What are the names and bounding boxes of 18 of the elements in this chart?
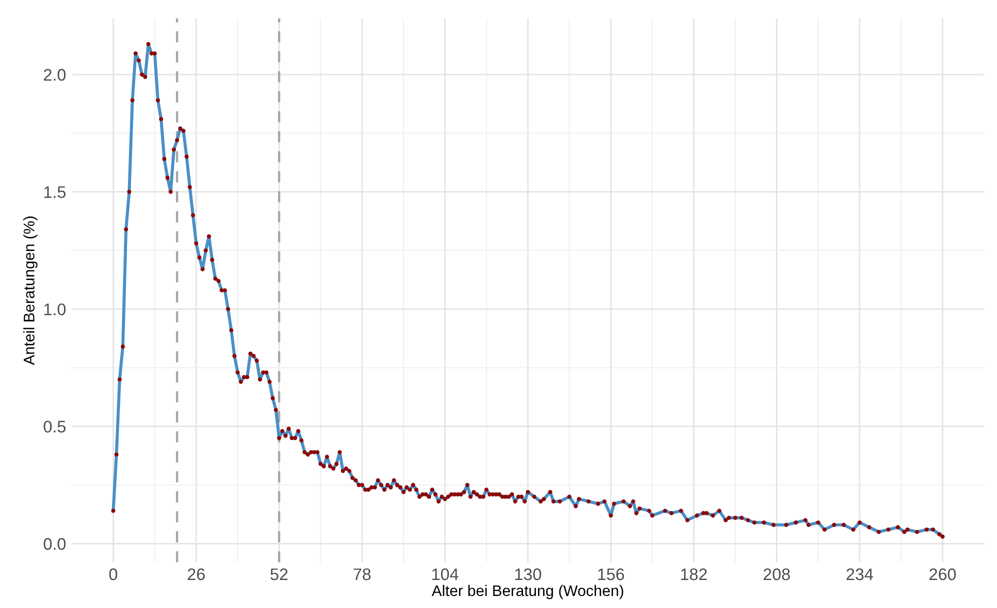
y-tick-label: 1.0 xyxy=(44,303,66,316)
x-tick-label: 104 xyxy=(432,568,458,580)
x-tick-label: 156 xyxy=(598,568,624,580)
x-tick-label: 52 xyxy=(270,568,288,580)
x-tick-label: 26 xyxy=(188,568,205,580)
y-tick-label: 2.0 xyxy=(44,68,66,81)
y-tick-label: 0.0 xyxy=(44,538,66,550)
x-axis-title: Alter bei Beratung (Wochen) xyxy=(432,584,624,600)
x-tick-label: 260 xyxy=(930,568,956,580)
y-axis-title: Anteil Beratungen (%) xyxy=(23,216,38,366)
x-tick-label: 0 xyxy=(109,568,118,580)
x-tick-label: 130 xyxy=(515,568,542,580)
y-tick-label: 0.5 xyxy=(44,420,66,433)
y-tick-label: 1.5 xyxy=(44,186,66,198)
x-tick-label: 234 xyxy=(846,568,874,580)
x-tick-label: 182 xyxy=(681,568,707,580)
x-tick-label: 78 xyxy=(354,568,371,580)
x-tick-label: 208 xyxy=(764,568,790,580)
